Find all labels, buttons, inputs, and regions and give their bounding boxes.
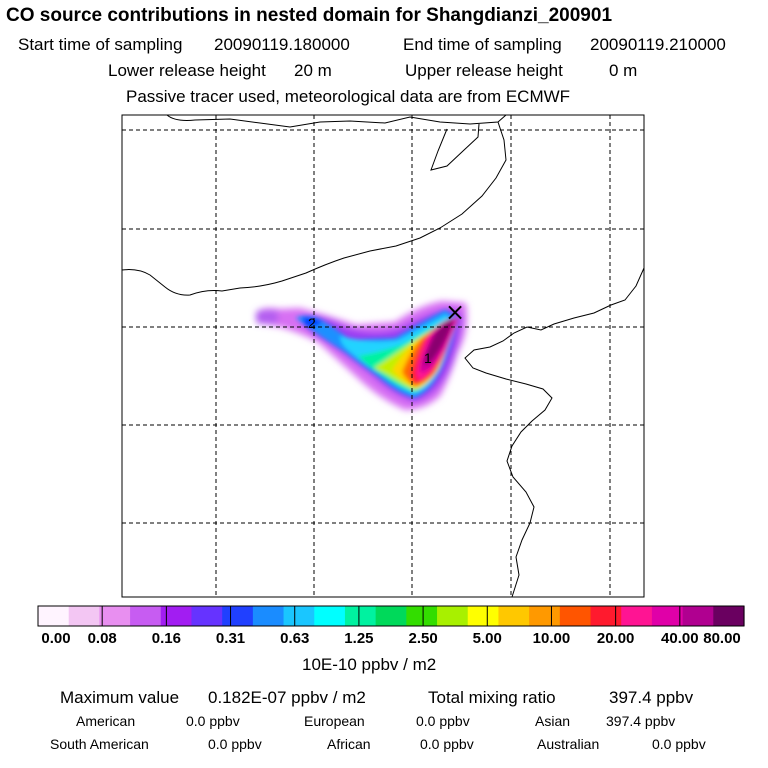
colorbar-frame (37, 605, 745, 627)
colorbar-cell (498, 606, 530, 626)
colorbar-cell (314, 606, 346, 626)
maximum-marker-1: 1 (424, 350, 432, 366)
lower-release-label: Lower release height (108, 61, 266, 80)
upper-release-label: Upper release height (405, 61, 563, 80)
colorbar-tick-label: 20.00 (596, 630, 635, 647)
australian-value: 0.0 ppbv (652, 736, 706, 752)
colorbar-cell (38, 606, 70, 626)
colorbar-cell (651, 606, 684, 626)
colorbar-tick-label: 1.25 (344, 630, 374, 647)
colorbar-tick-label: 40.00 (661, 630, 699, 647)
african-value: 0.0 ppbv (420, 736, 474, 752)
lower-release-value: 20 m (294, 61, 332, 80)
european-value: 0.0 ppbv (416, 713, 470, 729)
colorbar-tick-label: 0.63 (280, 630, 310, 647)
upper-release-value: 0 m (609, 61, 638, 80)
plume-inner-shading (296, 310, 458, 398)
colorbar-cell (437, 606, 469, 626)
receptor-marker: × (445, 298, 465, 326)
european-label: European (304, 713, 365, 729)
lat-lon-grid (122, 115, 644, 597)
south-american-value: 0.0 ppbv (208, 736, 262, 752)
max-value-label: Maximum value (60, 688, 180, 707)
country-borders (122, 115, 644, 597)
max-value: 0.182E-07 ppbv / m2 (208, 688, 366, 707)
colorbar-tick-label: 0.08 (87, 630, 117, 647)
end-time-value: 20090119.210000 (590, 35, 726, 54)
colorbar-tick-label: 0.00 (41, 630, 71, 647)
colorbar-cell (252, 606, 285, 626)
colorbar-unit: 10E-10 ppbv / m2 (302, 655, 437, 674)
colorbar-cell (467, 606, 500, 626)
colorbar-cell (375, 606, 407, 626)
colorbar-cell (99, 606, 131, 626)
start-time-value: 20090119.180000 (214, 35, 350, 54)
colorbar-cell (68, 606, 100, 626)
colorbar-cell (559, 606, 592, 626)
maximum-marker-2: 2 (308, 315, 316, 331)
colorbar-cell (529, 606, 561, 626)
colorbar-cell (406, 606, 438, 626)
colorbar (37, 605, 745, 627)
start-time-label: Start time of sampling (18, 35, 183, 54)
colorbar-tick-label: 2.50 (408, 630, 438, 647)
colorbar-cell (621, 606, 653, 626)
colorbar-tick-label: 80.00 (703, 630, 741, 647)
tracer-note: Passive tracer used, meteorological data… (126, 87, 571, 106)
colorbar-cell (130, 606, 162, 626)
colorbar-cell (713, 606, 745, 626)
colorbar-cell (682, 606, 714, 626)
total-mixing-ratio-value: 397.4 ppbv (609, 688, 694, 707)
chart-title: CO source contributions in nested domain… (6, 5, 613, 26)
colorbar-tick-label: 0.16 (151, 630, 181, 647)
colorbar-cell (191, 606, 223, 626)
colorbar-tick-label: 0.31 (215, 630, 246, 647)
map-frame (121, 114, 645, 598)
american-label: American (76, 713, 136, 729)
colorbar-cell (344, 606, 377, 626)
colorbar-tick-label: 10.00 (532, 630, 571, 647)
end-time-label: End time of sampling (403, 35, 562, 54)
colorbar-cell (590, 606, 622, 626)
colorbar-cell (160, 606, 193, 626)
australian-label: Australian (537, 736, 600, 752)
asian-value: 397.4 ppbv (606, 713, 676, 729)
colorbar-tick-label: 5.00 (472, 630, 502, 647)
south-american-label: South American (50, 736, 149, 752)
african-label: African (327, 736, 371, 752)
total-mixing-ratio-label: Total mixing ratio (428, 688, 556, 707)
asian-label: Asian (535, 713, 571, 729)
american-value: 0.0 ppbv (186, 713, 240, 729)
colorbar-cell (283, 606, 315, 626)
colorbar-cell (222, 606, 254, 626)
